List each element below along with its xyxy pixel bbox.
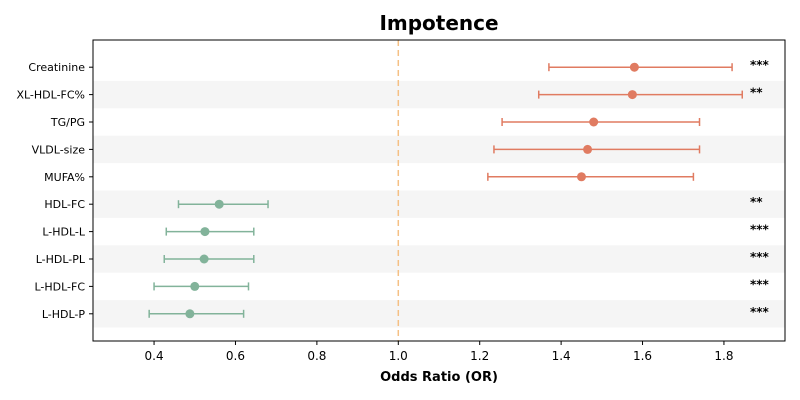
estimate-tg-pg [501,117,701,127]
estimate-mufa- [487,172,695,182]
x-tick-label: 0.8 [307,349,326,363]
estimate-l-hdl-pl [163,254,255,264]
category-label: L-HDL-FC [34,280,85,293]
estimate-vldl-size [493,144,701,154]
x-tick-label: 0.4 [145,349,164,363]
x-tick-label: 1.0 [389,349,408,363]
significance-label: *** [750,223,770,237]
odds-ratio-point [190,281,200,291]
significance-label: *** [750,277,770,291]
estimate-creatinine [548,62,733,72]
odds-ratio-point [629,62,639,72]
category-label: MUFA% [44,171,85,184]
estimate-l-hdl-fc [153,281,250,291]
significance-label: *** [750,305,770,319]
significance-labels: ******************* [750,58,770,319]
x-axis: 0.4 0.6 0.8 1.0 1.2 1.4 1.6 1.8 [145,341,733,363]
y-axis: Creatinine XL-HDL-FC% TG/PG VLDL-size MUFA% H… [16,61,93,321]
x-axis-label: Odds Ratio (OR) [380,370,498,385]
odds-ratio-point [199,254,209,264]
category-label: XL-HDL-FC% [16,89,85,102]
category-label: HDL-FC [44,198,85,211]
x-tick-label: 1.4 [552,349,571,363]
category-label: VLDL-size [32,143,86,156]
significance-label: *** [750,58,770,72]
estimate-l-hdl-l [165,227,255,237]
x-tick-label: 1.2 [470,349,489,363]
odds-ratio-point [214,199,224,209]
category-label: TG/PG [50,116,85,129]
x-tick-label: 1.6 [633,349,652,363]
category-label: L-HDL-PL [36,253,86,266]
chart-title: Impotence [379,11,498,35]
plot-frame [92,39,786,342]
estimate-xl-hdl-fc- [537,90,744,100]
odds-ratio-point [589,117,599,127]
significance-label: ** [750,195,763,209]
x-tick-label: 1.8 [714,349,733,363]
estimate-l-hdl-p [148,309,245,319]
x-tick-label: 0.6 [226,349,245,363]
odds-ratio-point [576,172,586,182]
significance-label: ** [750,86,763,100]
odds-ratio-point [200,227,210,237]
estimate-hdl-fc [177,199,269,209]
significance-label: *** [750,250,770,264]
odds-ratio-point [583,144,593,154]
data-marks [148,62,744,319]
category-label: L-HDL-P [42,308,86,321]
odds-ratio-point [627,90,637,100]
odds-ratio-point [185,309,195,319]
category-label: L-HDL-L [42,226,86,239]
category-label: Creatinine [28,61,85,74]
